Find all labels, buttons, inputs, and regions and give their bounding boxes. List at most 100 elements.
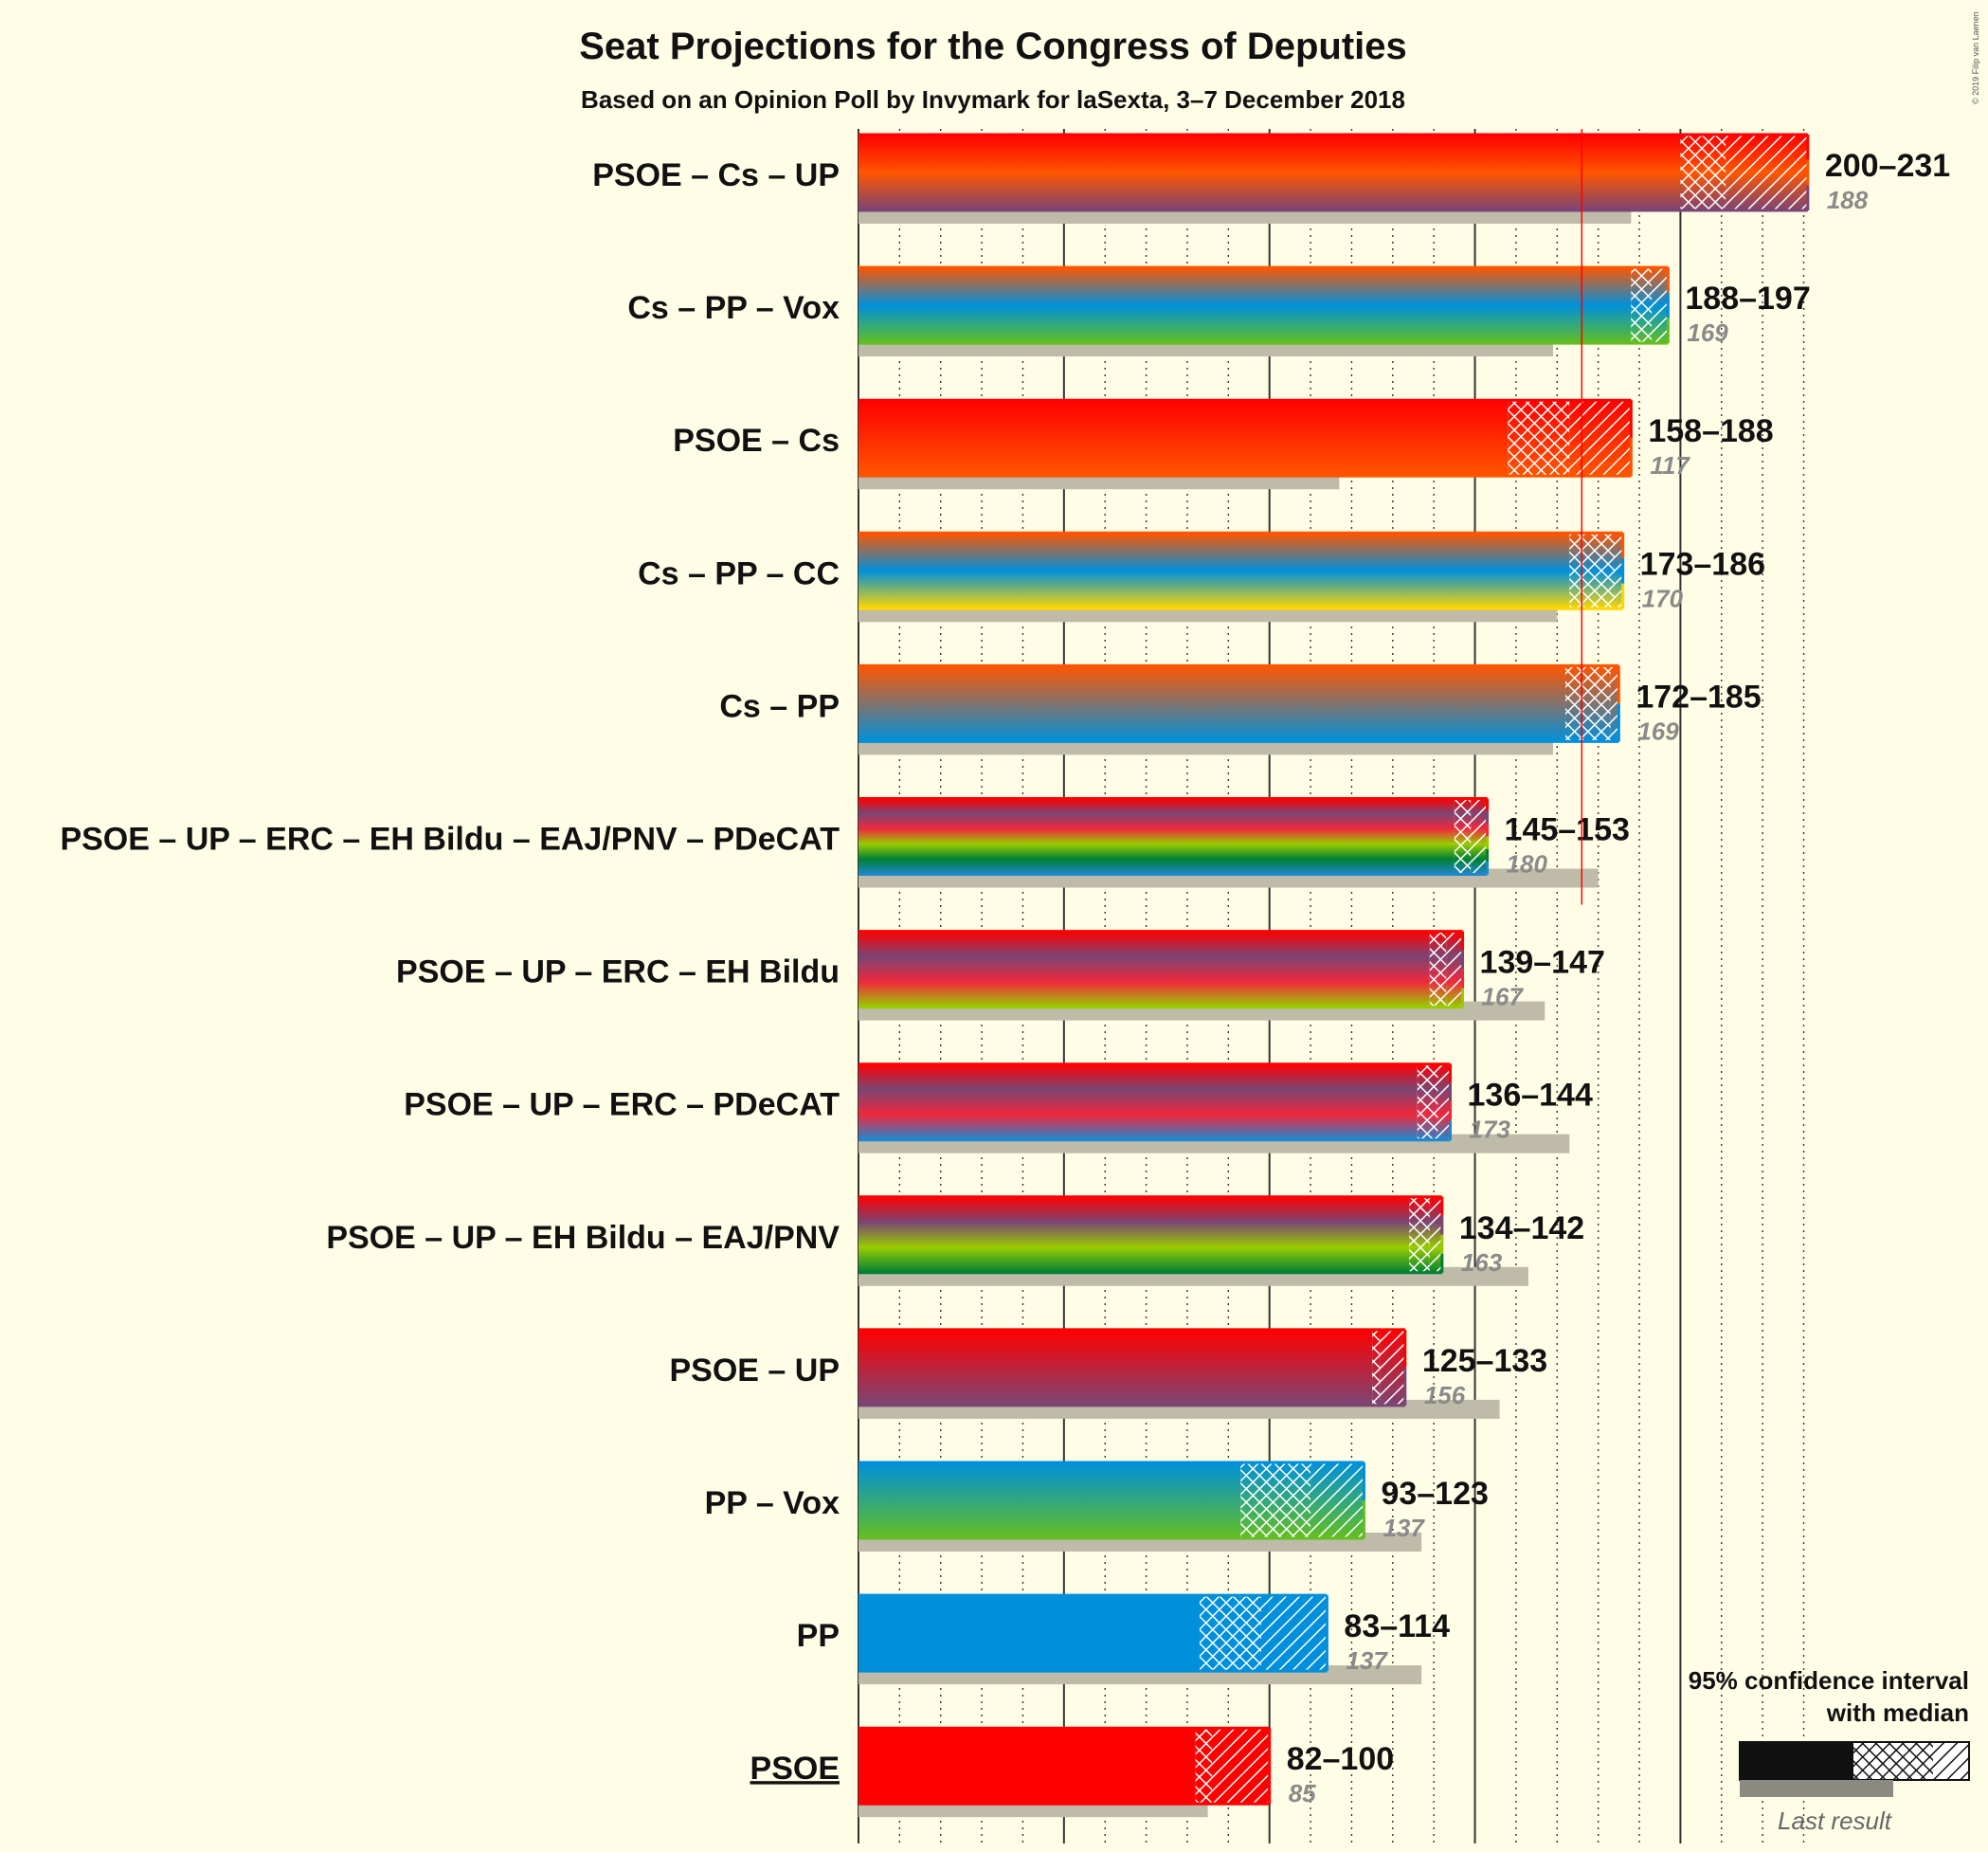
last-result-label: 173 (1470, 1116, 1511, 1144)
ci-upper-pattern (1610, 665, 1619, 742)
ci-upper-pattern (1726, 135, 1808, 210)
ci-upper-pattern (1211, 1728, 1270, 1805)
coalition-label: Cs – PP – Vox (627, 290, 840, 326)
ci-lower-pattern (1508, 400, 1570, 477)
ci-solid-bar (858, 400, 1509, 477)
range-label: 200–231 (1825, 148, 1950, 184)
ci-solid-bar (858, 267, 1632, 344)
coalition-label: PSOE – UP – ERC – EH Bildu (396, 954, 840, 990)
last-result-label: 137 (1383, 1514, 1425, 1542)
coalition-label: PSOE – UP – EH Bildu – EAJ/PNV (326, 1220, 840, 1256)
range-label: 134–142 (1459, 1210, 1584, 1246)
last-result-label: 156 (1424, 1381, 1466, 1409)
coalition-label: PSOE – Cs (673, 423, 840, 459)
range-label: 82–100 (1287, 1741, 1394, 1777)
coalition-label: PSOE (750, 1751, 840, 1787)
ci-lower-pattern (1417, 1063, 1438, 1140)
ci-solid-bar (858, 931, 1430, 1008)
ci-upper-pattern (1437, 1063, 1451, 1140)
legend-last-result-bar (1740, 1780, 1893, 1797)
ci-upper-pattern (1380, 1329, 1405, 1406)
legend: 95% confidence interval with median Last… (1689, 1666, 1970, 1835)
last-result-label: 188 (1827, 186, 1869, 214)
last-result-label: 169 (1637, 717, 1679, 745)
ci-solid-bar (858, 798, 1455, 875)
last-result-label: 163 (1461, 1248, 1503, 1277)
coalition-label: PP (797, 1618, 840, 1654)
coalition-label: PSOE – UP – ERC – EH Bildu – EAJ/PNV – P… (60, 822, 840, 858)
range-label: 83–114 (1344, 1608, 1450, 1644)
legend-hatch-box (1933, 1742, 1969, 1780)
ci-lower-pattern (1195, 1728, 1212, 1805)
ci-upper-pattern (1569, 400, 1632, 477)
coalition-label: PSOE – Cs – UP (592, 157, 840, 193)
ci-solid-bar (858, 1196, 1410, 1273)
chart-subtitle: Based on an Opinion Poll by Invymark for… (581, 85, 1405, 114)
copyright-text: © 2019 Filip van Laenen (1971, 11, 1980, 104)
ci-lower-pattern (1454, 798, 1472, 875)
coalition-label: Cs – PP – CC (638, 555, 840, 591)
range-label: 145–153 (1505, 812, 1630, 848)
coalition-label: PSOE – UP – ERC – PDeCAT (404, 1087, 840, 1123)
ci-upper-pattern (1429, 1196, 1442, 1273)
legend-ci-label: 95% confidence interval (1689, 1666, 1969, 1695)
ci-upper-pattern (1652, 267, 1669, 344)
legend-solid-box (1740, 1742, 1853, 1780)
last-result-label: 170 (1642, 584, 1684, 612)
legend-cross-box (1853, 1742, 1933, 1780)
ci-solid-bar (858, 1462, 1241, 1538)
range-label: 188–197 (1685, 281, 1810, 317)
legend-last-result-label: Last result (1778, 1807, 1893, 1835)
range-label: 172–185 (1636, 679, 1761, 715)
ci-lower-pattern (1564, 665, 1611, 742)
ci-lower-pattern (1372, 1329, 1381, 1406)
coalition-label: PP – Vox (705, 1485, 840, 1521)
ci-lower-pattern (1429, 931, 1447, 1008)
ci-upper-pattern (1310, 1462, 1364, 1538)
coalition-label: PSOE – UP (669, 1353, 840, 1389)
ci-solid-bar (858, 533, 1570, 609)
ci-solid-bar (858, 1329, 1373, 1406)
last-result-label: 117 (1650, 451, 1690, 480)
ci-lower-pattern (1409, 1196, 1430, 1273)
last-result-label: 169 (1687, 318, 1728, 347)
range-label: 125–133 (1422, 1343, 1547, 1379)
range-label: 158–188 (1648, 413, 1773, 449)
coalition-label: Cs – PP (719, 688, 840, 724)
last-result-label: 167 (1482, 983, 1525, 1011)
ci-upper-pattern (1446, 931, 1463, 1008)
ci-upper-pattern (1261, 1595, 1328, 1672)
ci-lower-pattern (1680, 135, 1726, 210)
ci-solid-bar (858, 1728, 1196, 1805)
ci-solid-bar (858, 1063, 1418, 1140)
legend-median-label: with median (1826, 1698, 1969, 1727)
range-label: 139–147 (1480, 945, 1605, 981)
range-label: 136–144 (1468, 1078, 1593, 1114)
ci-lower-pattern (1631, 267, 1653, 344)
range-label: 93–123 (1381, 1476, 1488, 1512)
ci-upper-pattern (1471, 798, 1488, 875)
last-result-label: 180 (1507, 850, 1548, 879)
ci-lower-pattern (1240, 1462, 1311, 1538)
range-label: 173–186 (1640, 546, 1765, 582)
ci-upper-pattern (1615, 533, 1623, 609)
ci-solid-bar (858, 1595, 1200, 1672)
last-result-label: 137 (1346, 1646, 1388, 1675)
ci-lower-pattern (1569, 533, 1616, 609)
last-result-label: 85 (1289, 1779, 1316, 1807)
